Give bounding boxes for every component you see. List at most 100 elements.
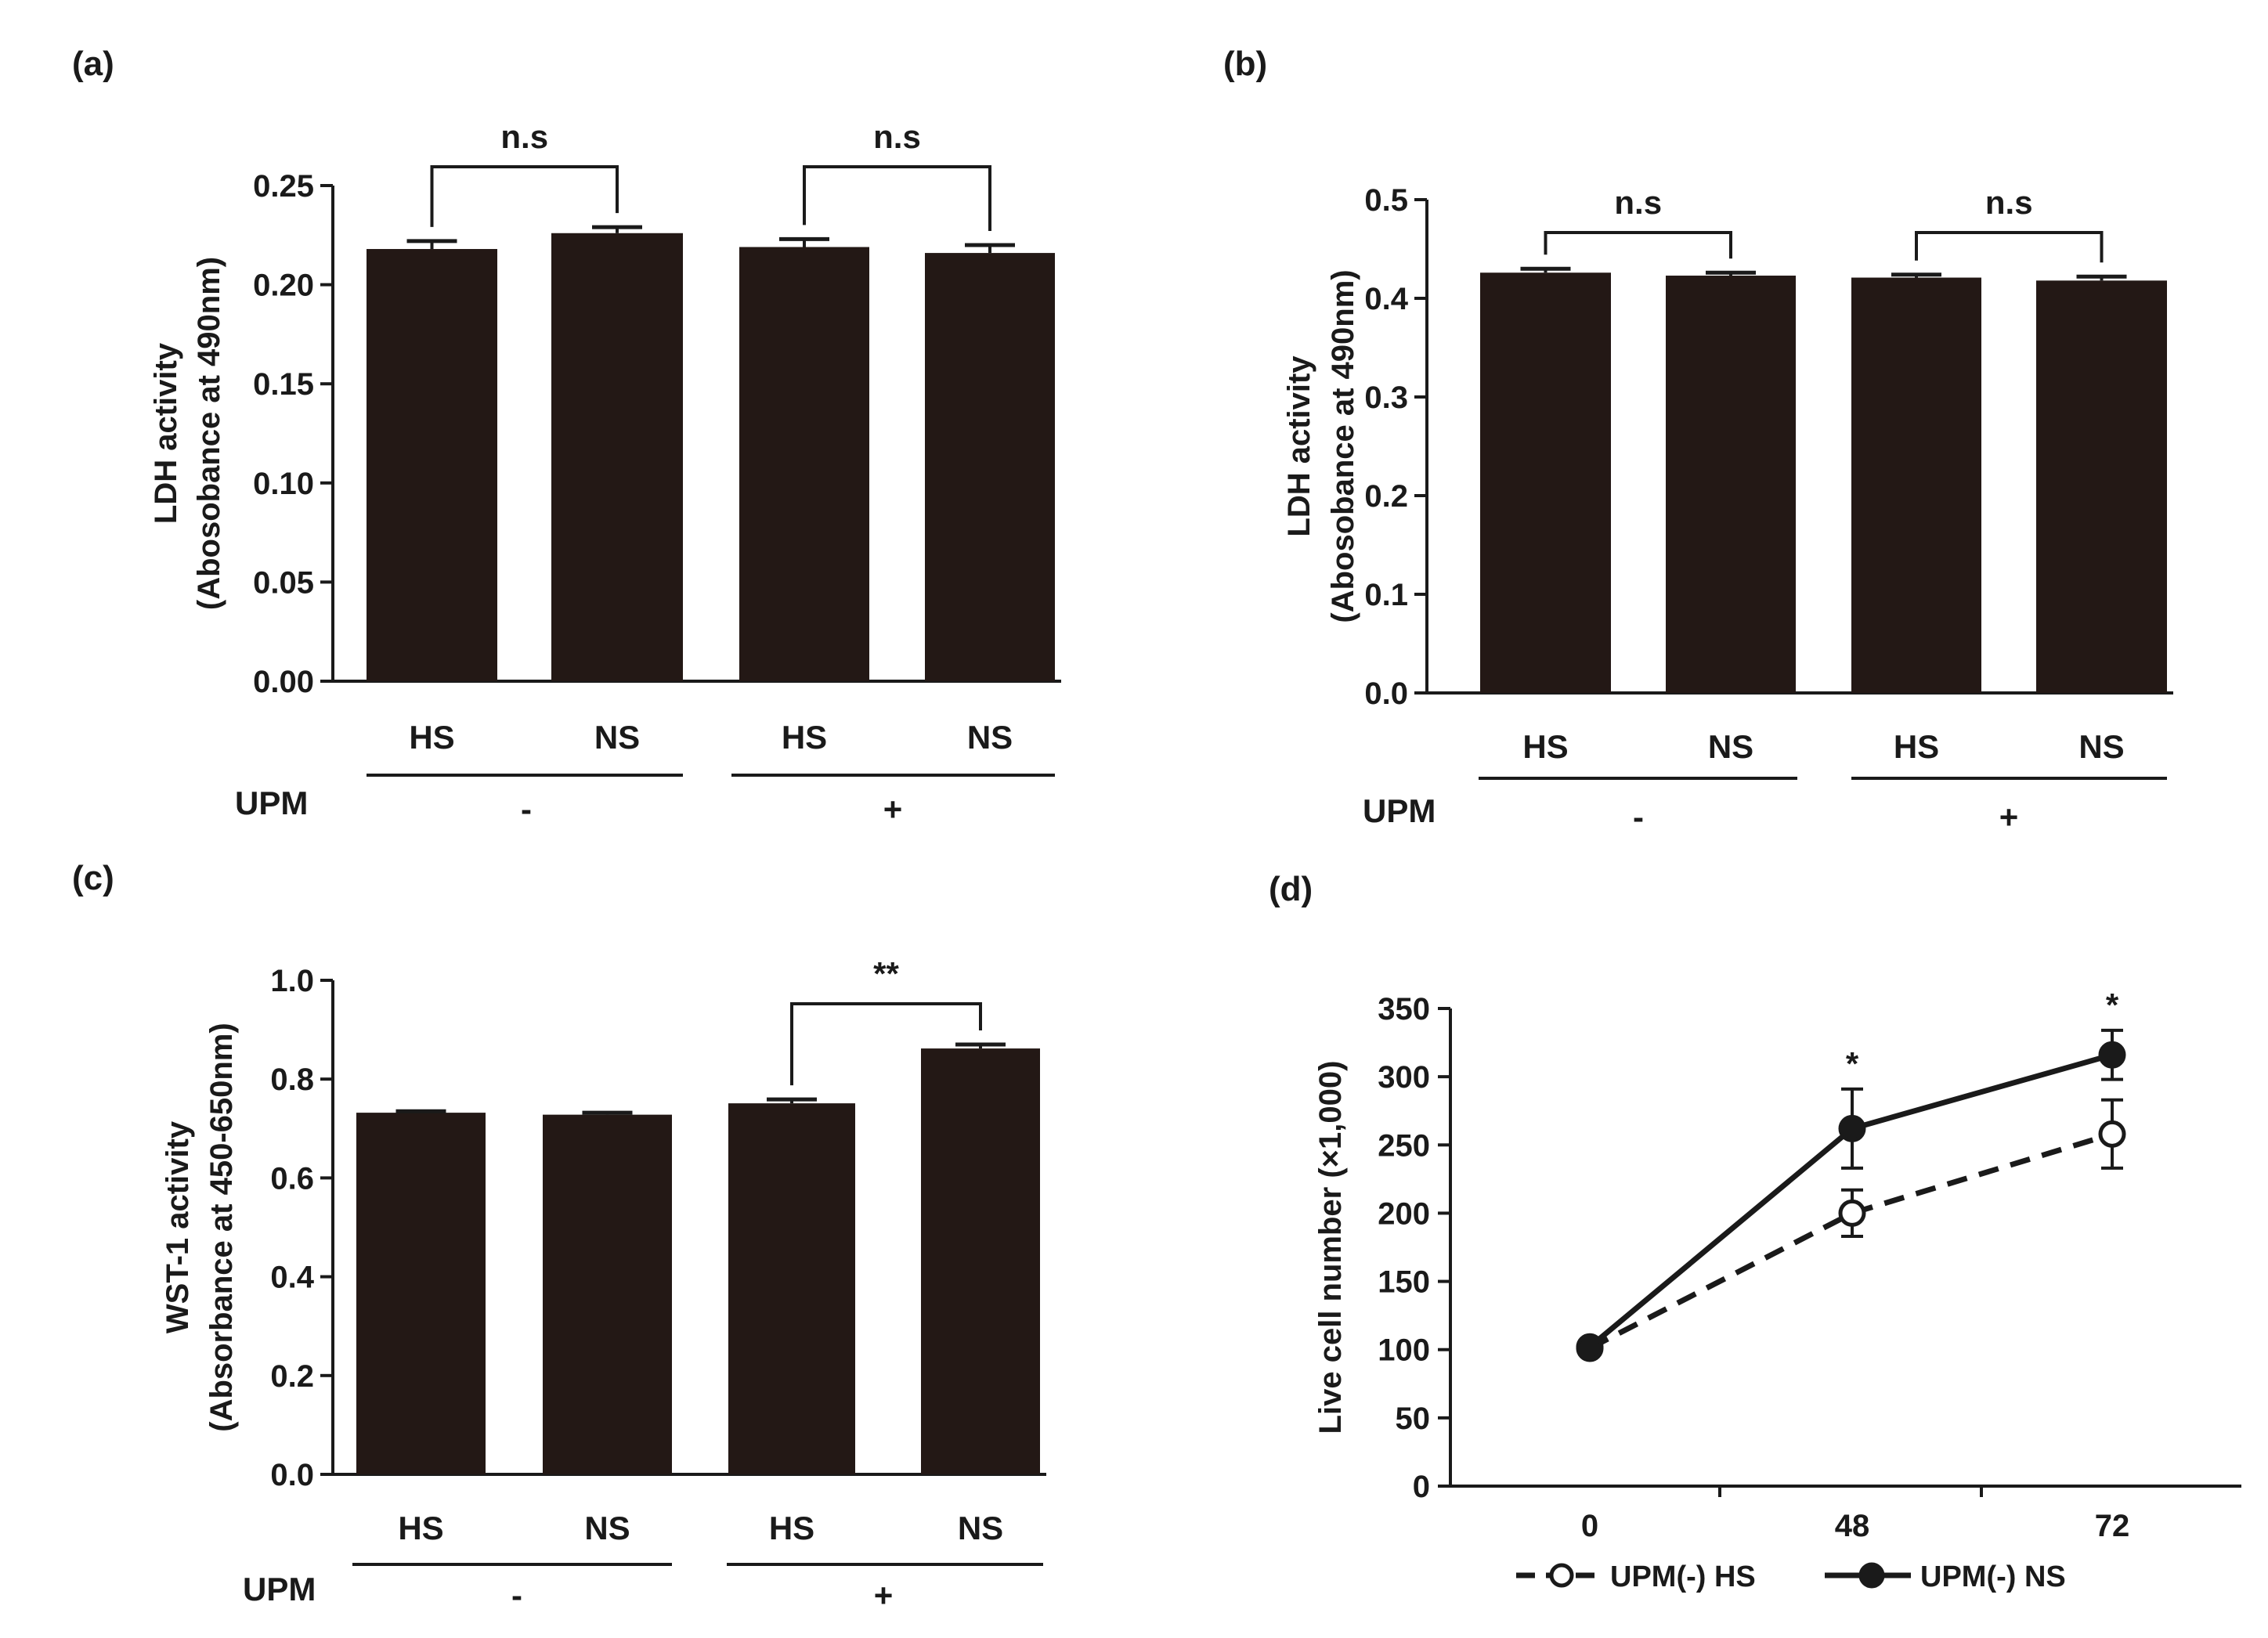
group-label: - <box>511 1577 522 1614</box>
y-axis-title: LDH activity (Abosobance at 490nm) <box>149 257 226 610</box>
y-axis-title: Live cell number (×1,000) <box>1313 1061 1348 1434</box>
category-label: HS <box>1894 728 1939 765</box>
panel-label: (b) <box>1223 45 1267 83</box>
legend-marker <box>1858 1562 1885 1589</box>
data-point <box>1838 1114 1866 1142</box>
y-axis-title-line: LDH activity <box>1282 355 1316 537</box>
bar <box>925 253 1055 681</box>
category-label: NS <box>958 1510 1003 1546</box>
group-label: - <box>521 791 532 828</box>
bar <box>1666 276 1796 693</box>
y-tick-label: 50 <box>1396 1402 1431 1436</box>
data-point <box>2098 1120 2126 1148</box>
significance-star: * <box>1846 1045 1859 1082</box>
group-label: + <box>874 1577 894 1614</box>
y-axis-title: LDH activity (Abosobance at 490nm) <box>1282 269 1360 622</box>
legend-marker <box>1549 1563 1574 1588</box>
panel-a: (a) 0.00 0.05 0.10 0.15 0.20 0.25 LDH activity (… <box>72 45 1061 828</box>
bar <box>2036 280 2167 693</box>
group-axis-label: UPM <box>1363 792 1436 829</box>
bar <box>356 1113 486 1474</box>
group-label: - <box>1633 799 1644 835</box>
bar <box>1480 272 1611 693</box>
y-tick-label: 1.0 <box>270 964 314 998</box>
y-tick-label: 150 <box>1378 1265 1430 1300</box>
category-label: HS <box>782 719 827 756</box>
panel-label: (d) <box>1269 870 1313 908</box>
significance-bracket <box>803 165 991 231</box>
significance-star: * <box>2106 987 2119 1023</box>
bar <box>543 1114 672 1474</box>
significance-label: n.s <box>1985 184 2033 221</box>
significance-bracket <box>1544 231 1732 259</box>
y-tick-label: 0.2 <box>1364 479 1408 514</box>
significance-label: n.s <box>873 118 921 155</box>
y-tick-label: 0.4 <box>270 1261 314 1295</box>
significance-label: n.s <box>1614 184 1662 221</box>
y-tick-label: 0.20 <box>253 269 314 303</box>
x-tick-label: 72 <box>2095 1509 2130 1543</box>
y-tick-label: 0.2 <box>270 1359 314 1394</box>
y-tick-label: 0.6 <box>270 1161 314 1196</box>
y-tick-label: 0.4 <box>1364 282 1408 316</box>
bar <box>1851 277 1981 693</box>
category-label: NS <box>584 1510 630 1546</box>
y-axis-title-line: LDH activity <box>149 342 183 524</box>
bar <box>551 233 683 681</box>
y-tick-label: 0.25 <box>253 169 314 204</box>
x-tick-label: 48 <box>1835 1509 1870 1543</box>
panel-c: (c) 0.0 0.2 0.4 0.6 0.8 1.0 WST-1 activity (Abso… <box>72 859 1046 1614</box>
y-tick-label: 100 <box>1378 1333 1430 1368</box>
data-point <box>1576 1333 1604 1361</box>
y-tick-label: 250 <box>1378 1128 1430 1163</box>
y-axis-title-line: WST-1 activity <box>161 1120 195 1333</box>
legend-label: UPM(-) NS <box>1920 1560 2066 1593</box>
significance-bracket <box>1915 231 2104 263</box>
y-tick-label: 0.5 <box>1364 183 1408 218</box>
category-label: HS <box>1522 728 1568 765</box>
panel-label: (c) <box>72 859 114 897</box>
y-tick-label: 0 <box>1413 1470 1430 1504</box>
category-label: HS <box>769 1510 814 1546</box>
legend-label: UPM(-) HS <box>1610 1560 1756 1593</box>
group-axis-label: UPM <box>235 785 308 821</box>
data-point <box>1838 1199 1866 1227</box>
panel-d: (d) 0 50 100 150 200 250 300 350 0 48 72 Live cell n… <box>1269 870 2241 1593</box>
y-tick-label: 0.0 <box>270 1458 314 1492</box>
panel-label: (a) <box>72 45 114 83</box>
y-axis-title-line: Live cell number (×1,000) <box>1313 1061 1348 1434</box>
significance-bracket <box>430 165 619 227</box>
bar <box>921 1048 1040 1474</box>
category-label: NS <box>2078 728 2124 765</box>
y-tick-label: 0.1 <box>1364 578 1408 612</box>
category-label: NS <box>594 719 640 756</box>
group-label: + <box>1999 799 2019 835</box>
significance-label: n.s <box>500 118 548 155</box>
significance-bracket <box>790 1002 982 1086</box>
category-label: HS <box>398 1510 443 1546</box>
y-axis-title-line: (Abosobance at 490nm) <box>1326 269 1360 622</box>
legend: UPM(-) HS UPM(-) NS <box>1516 1560 2066 1593</box>
y-axis-title-line: (Abosobance at 490nm) <box>192 257 226 610</box>
y-axis-title-line: (Absorbance at 450-650nm) <box>204 1023 239 1431</box>
group-axis-label: UPM <box>243 1571 316 1607</box>
significance-label: ** <box>873 955 899 992</box>
x-tick-label: 0 <box>1581 1509 1598 1543</box>
y-tick-label: 300 <box>1378 1060 1430 1095</box>
category-label: NS <box>967 719 1013 756</box>
bar <box>367 249 497 681</box>
panel-b: (b) 0.0 0.1 0.2 0.3 0.4 0.5 LDH activity (Abosob… <box>1223 45 2173 835</box>
y-tick-label: 0.00 <box>253 665 314 699</box>
category-label: NS <box>1708 728 1753 765</box>
y-tick-label: 350 <box>1378 992 1430 1026</box>
y-tick-label: 0.8 <box>270 1063 314 1097</box>
y-tick-label: 0.3 <box>1364 381 1408 415</box>
y-tick-label: 0.05 <box>253 565 314 600</box>
y-tick-label: 0.15 <box>253 367 314 402</box>
y-tick-label: 0.0 <box>1364 676 1408 711</box>
category-label: HS <box>409 719 454 756</box>
y-axis-title: WST-1 activity (Absorbance at 450-650nm) <box>161 1023 239 1431</box>
data-point <box>2098 1041 2126 1069</box>
series-line <box>1588 1131 2114 1351</box>
